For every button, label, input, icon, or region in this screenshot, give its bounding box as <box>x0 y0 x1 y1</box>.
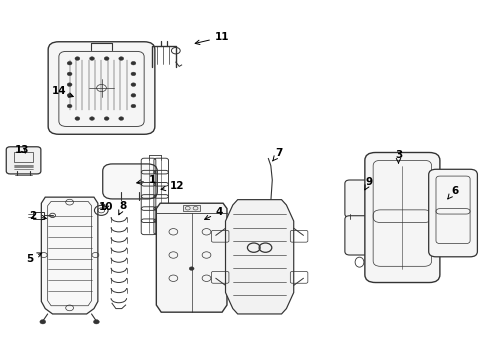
Bar <box>14 153 32 162</box>
Bar <box>33 212 44 219</box>
FancyBboxPatch shape <box>345 180 374 217</box>
Circle shape <box>119 57 123 60</box>
Text: 7: 7 <box>272 148 283 161</box>
Circle shape <box>189 267 194 270</box>
Bar <box>183 205 200 211</box>
Text: 3: 3 <box>395 150 402 163</box>
FancyBboxPatch shape <box>6 147 41 174</box>
Text: 5: 5 <box>26 253 42 264</box>
Circle shape <box>67 104 72 108</box>
Circle shape <box>75 57 80 60</box>
Circle shape <box>104 57 109 60</box>
Circle shape <box>67 72 72 76</box>
Circle shape <box>131 72 136 76</box>
Circle shape <box>131 94 136 97</box>
Circle shape <box>104 117 109 120</box>
Text: 2: 2 <box>29 211 47 221</box>
Circle shape <box>75 117 80 120</box>
Text: 12: 12 <box>161 181 184 192</box>
Circle shape <box>90 117 95 120</box>
Circle shape <box>90 57 95 60</box>
Polygon shape <box>225 200 294 314</box>
Circle shape <box>67 62 72 65</box>
Text: 1: 1 <box>137 175 156 185</box>
FancyBboxPatch shape <box>429 169 477 257</box>
Polygon shape <box>41 197 98 314</box>
FancyBboxPatch shape <box>48 42 155 134</box>
Text: 14: 14 <box>51 86 74 97</box>
Text: 6: 6 <box>448 186 458 199</box>
Circle shape <box>131 62 136 65</box>
Circle shape <box>131 83 136 86</box>
Circle shape <box>40 320 46 324</box>
Text: 11: 11 <box>195 32 229 45</box>
Text: 10: 10 <box>99 202 113 212</box>
Circle shape <box>131 104 136 108</box>
FancyBboxPatch shape <box>103 164 157 199</box>
Circle shape <box>67 94 72 97</box>
FancyBboxPatch shape <box>345 216 374 255</box>
Circle shape <box>119 117 123 120</box>
Polygon shape <box>156 203 227 312</box>
Circle shape <box>94 320 99 324</box>
Text: 13: 13 <box>15 145 29 155</box>
Text: 4: 4 <box>205 207 223 220</box>
Text: 8: 8 <box>119 201 127 215</box>
Circle shape <box>67 83 72 86</box>
Text: 9: 9 <box>365 177 373 190</box>
FancyBboxPatch shape <box>365 153 440 283</box>
